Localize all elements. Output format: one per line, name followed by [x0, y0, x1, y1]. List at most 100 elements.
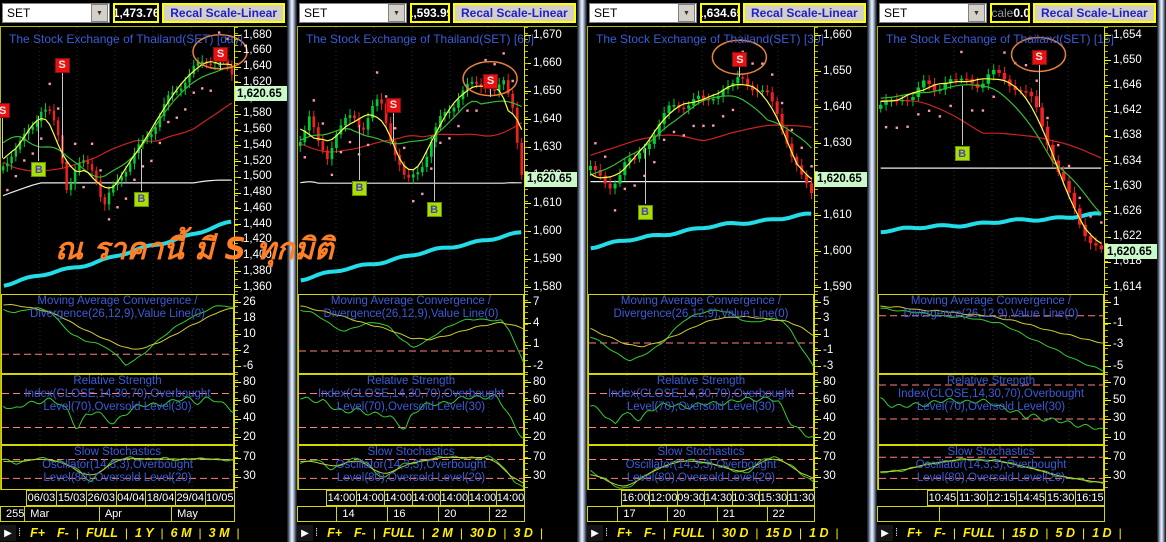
axis-tick	[1105, 135, 1111, 137]
time-cell: 29/04	[174, 491, 204, 505]
toolbar-button-30d[interactable]: 30 D	[469, 526, 497, 540]
axis-tick-label: -5	[1113, 359, 1124, 372]
toolbar-button-1d[interactable]: 1 D	[809, 526, 829, 540]
candlestick-chart[interactable]: S B The Stock Exchange of Thailand(SET) [1…	[877, 26, 1157, 295]
macd-panel[interactable]: Moving Average Convergence / Divergence(2…	[297, 294, 577, 375]
chevron-down-icon[interactable]: ▼	[968, 4, 985, 22]
toolbar-button-3d[interactable]: 3 D	[513, 526, 533, 540]
toolbar-button-full[interactable]: FULL	[85, 526, 118, 540]
scroll-right-button[interactable]: ▶	[877, 525, 893, 541]
time-axis-row: 14:00 14:00 14:00 14:00 14:00 14:00 14:00	[297, 490, 577, 506]
axis-tick	[235, 208, 241, 210]
candlestick-chart[interactable]: S S S B B The Stock Exchange of Thailand(SET)…	[0, 26, 287, 295]
axis-tick-label: 1,610	[533, 196, 562, 209]
symbol-select[interactable]: SET ▼	[879, 3, 987, 23]
toolbar-button-f-[interactable]: F-	[934, 526, 946, 540]
stoch-panel[interactable]: Slow Stochastics Oscillator(14,3,3),Overb…	[0, 445, 287, 491]
chevron-down-icon[interactable]: ▼	[388, 4, 405, 22]
axis-tick	[1105, 437, 1111, 438]
toolbar-button-f-[interactable]: F-	[644, 526, 656, 540]
axis-tick	[235, 255, 241, 257]
toolbar-button-6m[interactable]: 6 M	[170, 526, 192, 540]
toolbar-button-f+[interactable]: F+	[907, 526, 922, 540]
candlestick-chart[interactable]: S S B B The Stock Exchange of Thailand(SET) …	[297, 26, 577, 295]
toolbar-button-1d[interactable]: 1 D	[1092, 526, 1112, 540]
axis-tick-label: 80	[533, 375, 546, 388]
panel-splitter[interactable]	[867, 0, 877, 542]
chevron-down-icon[interactable]: ▼	[678, 4, 695, 22]
macd-panel[interactable]: Moving Average Convergence / Divergence(2…	[587, 294, 867, 375]
axis-tick-label: 1,622	[1113, 230, 1142, 243]
recal-scale-button[interactable]: Recal Scale-Linear	[453, 3, 576, 23]
time-cell: 22	[488, 507, 524, 521]
scroll-right-button[interactable]: ▶	[297, 525, 313, 541]
time-cell: 2558	[6, 508, 25, 520]
axis-tick-label: 1,634	[1113, 154, 1142, 167]
time-cell: 14:00	[327, 492, 356, 504]
macd-panel[interactable]: Moving Average Convergence / Divergence(2…	[877, 294, 1157, 375]
rsi-panel[interactable]: Relative Strength Index(CLOSE,14,30,70),O…	[587, 374, 867, 446]
symbol-select[interactable]: SET ▼	[299, 3, 407, 23]
recal-scale-button[interactable]: Recal Scale-Linear	[743, 3, 866, 23]
toolbar-separator: |	[1001, 526, 1005, 540]
toolbar-button-full[interactable]: FULL	[962, 526, 995, 540]
axis-tick-label: 1,654	[1113, 28, 1142, 41]
right-scrollbar[interactable]	[1157, 0, 1166, 542]
axis-tick	[525, 323, 531, 325]
axis-tick	[815, 318, 821, 319]
toolbar-button-3m[interactable]: 3 M	[208, 526, 230, 540]
marker-connector	[140, 148, 142, 191]
toolbar-button-full[interactable]: FULL	[382, 526, 415, 540]
axis-tick-label: 1,640	[823, 100, 852, 113]
recal-scale-button[interactable]: Recal Scale-Linear	[1033, 3, 1156, 23]
axis-tick	[235, 145, 241, 147]
time-cell: 12:15	[986, 491, 1016, 505]
toolbar-button-f-[interactable]: F-	[57, 526, 69, 540]
toolbar-button-1y[interactable]: 1 Y	[135, 526, 154, 540]
panel-splitter[interactable]	[287, 0, 297, 542]
time-cell: 14:00	[355, 491, 384, 505]
axis-tick	[525, 382, 531, 383]
axis-tick-label: 30	[243, 470, 256, 482]
price-box: Scale 0.00	[990, 3, 1030, 23]
axis-tick-label: 1,638	[1113, 129, 1142, 142]
time-cell: 17	[617, 507, 667, 521]
axis-tick-label: 1,680	[243, 28, 272, 41]
macd-plot	[588, 294, 815, 375]
rsi-panel[interactable]: Relative Strength Index(CLOSE,14,30,70),O…	[0, 374, 287, 446]
toolbar-button-15d[interactable]: 15 D	[1012, 526, 1039, 540]
time-cell: 11:30	[957, 491, 986, 505]
scroll-right-button[interactable]: ▶	[587, 525, 603, 541]
stoch-panel[interactable]: Slow Stochastics Oscillator(14,3,3),Overb…	[297, 445, 577, 491]
toolbar-button-15d[interactable]: 15 D	[765, 526, 792, 540]
toolbar-grip: ⁞	[895, 527, 898, 539]
toolbar-button-f+[interactable]: F+	[327, 526, 342, 540]
toolbar-button-f+[interactable]: F+	[30, 526, 45, 540]
toolbar-button-f+[interactable]: F+	[617, 526, 632, 540]
toolbar-button-5d[interactable]: 5 D	[1055, 526, 1075, 540]
chevron-down-icon[interactable]: ▼	[91, 4, 108, 22]
stoch-panel[interactable]: Slow Stochastics Oscillator(14,3,3),Overb…	[877, 445, 1157, 491]
candlestick-chart[interactable]: S B The Stock Exchange of Thailand(SET) [3…	[587, 26, 867, 295]
toolbar-button-f-[interactable]: F-	[354, 526, 366, 540]
symbol-select[interactable]: SET ▼	[2, 3, 110, 23]
rsi-panel[interactable]: Relative Strength Index(CLOSE,14,30,70),O…	[297, 374, 577, 446]
toolbar-button-2m[interactable]: 2 M	[432, 526, 453, 540]
marker-connector	[1038, 64, 1040, 107]
panel-splitter[interactable]	[577, 0, 587, 542]
chart-toolbar: ▶ ⁞ F+ F- | FULL | 15 D | 5 D | 1 D |	[877, 524, 1157, 542]
symbol-select[interactable]: SET ▼	[589, 3, 697, 23]
axis-tick	[815, 35, 821, 36]
axis-tick-label: 1,630	[823, 136, 852, 149]
toolbar-button-30d[interactable]: 30 D	[722, 526, 749, 540]
toolbar-separator: |	[755, 526, 759, 540]
toolbar-button-full[interactable]: FULL	[672, 526, 705, 540]
stoch-panel[interactable]: Slow Stochastics Oscillator(14,3,3),Overb…	[587, 445, 867, 491]
macd-panel[interactable]: Moving Average Convergence / Divergence(2…	[0, 294, 287, 375]
rsi-panel[interactable]: Relative Strength Index(CLOSE,14,30,70),O…	[877, 374, 1157, 446]
recal-scale-button[interactable]: Recal Scale-Linear	[162, 3, 285, 23]
scroll-right-button[interactable]: ▶	[0, 525, 16, 541]
axis-tick-label: 1,560	[243, 123, 272, 135]
axis-tick	[1105, 161, 1111, 162]
